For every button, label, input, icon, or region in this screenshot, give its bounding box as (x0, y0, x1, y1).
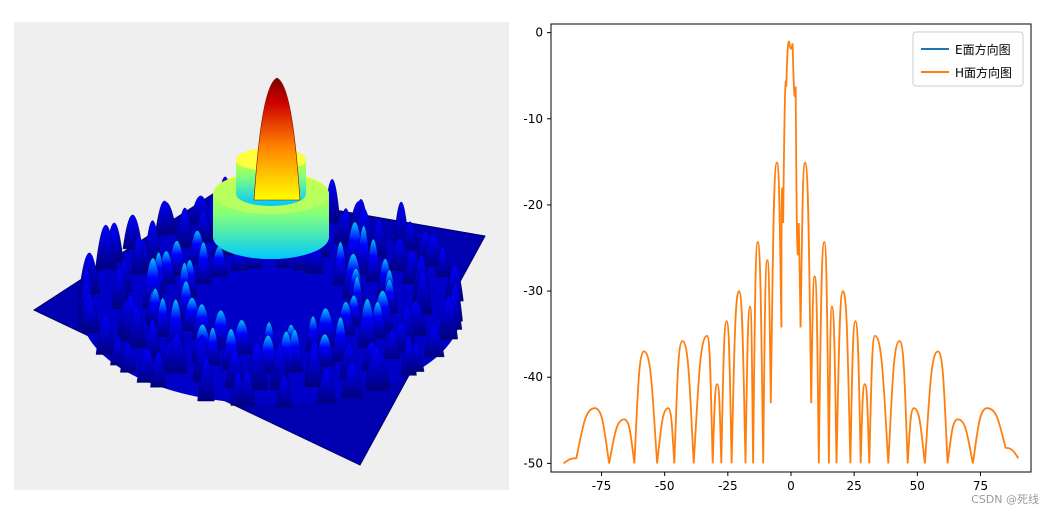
y-tick-label: -20 (523, 198, 543, 212)
surface-spike (435, 246, 450, 277)
x-tick-label: 25 (847, 479, 862, 493)
surface-spike (341, 362, 364, 398)
surface-spike (130, 236, 146, 275)
surface-spike (316, 367, 336, 403)
surface-spike (166, 332, 188, 374)
surface-spike (239, 370, 256, 407)
legend-label: E面方向图 (955, 42, 1011, 57)
y-tick-label: 0 (535, 26, 543, 40)
h-pattern-line-left (563, 161, 783, 465)
plot-frame (550, 23, 1032, 473)
surface-main-peak (253, 77, 301, 201)
3d-surface-plot (32, 77, 486, 466)
surface-spike (423, 324, 445, 358)
surface-spike (198, 356, 215, 402)
radiation-pattern-chart: -75 -50 -25 0 25 50 75 0 -10 -20 -30 -40 -50 E面方向图 H面方… (523, 23, 1032, 493)
y-tick-label: -30 (523, 284, 543, 298)
h-pattern-line-right (799, 161, 1020, 464)
surface-spike (357, 298, 378, 348)
x-tick-label: 0 (787, 479, 795, 493)
x-tick-label: -50 (655, 479, 675, 493)
surface-spike (276, 374, 292, 407)
x-tick-label: 75 (973, 479, 988, 493)
surface-spike (438, 295, 458, 340)
watermark: CSDN @死线 (971, 493, 1039, 506)
legend-label: H面方向图 (955, 65, 1012, 80)
surface-spike (401, 221, 419, 250)
surface-spike (400, 336, 417, 376)
x-tick-label: 50 (910, 479, 925, 493)
pattern-chart-panel: -75 -50 -25 0 25 50 75 0 -10 -20 -30 -40 -50 E面方向图 H面方… (509, 0, 1049, 513)
legend: E面方向图 H面方向图 (912, 31, 1024, 87)
surface-spike (95, 224, 117, 270)
surface-spike (150, 351, 167, 388)
surface-spike (81, 299, 100, 333)
h-pattern-main-lobe (780, 40, 802, 328)
y-tick-label: -10 (523, 112, 543, 126)
surface-spike (195, 242, 212, 285)
surface-spike (365, 345, 388, 391)
surface-spike (127, 304, 146, 348)
surface-plot-panel (14, 22, 509, 490)
surface-spike (166, 299, 185, 349)
x-tick-label: -75 (592, 479, 612, 493)
surface-spike (384, 329, 401, 359)
surface-spike (120, 343, 137, 373)
surface-spike (445, 265, 464, 302)
surface-spike (154, 200, 175, 235)
y-tick-label: -50 (523, 456, 543, 470)
y-tick-label: -40 (523, 370, 543, 384)
x-tick-label: -25 (718, 479, 738, 493)
surface-spike (246, 342, 268, 390)
series-h-pattern (563, 40, 1020, 465)
